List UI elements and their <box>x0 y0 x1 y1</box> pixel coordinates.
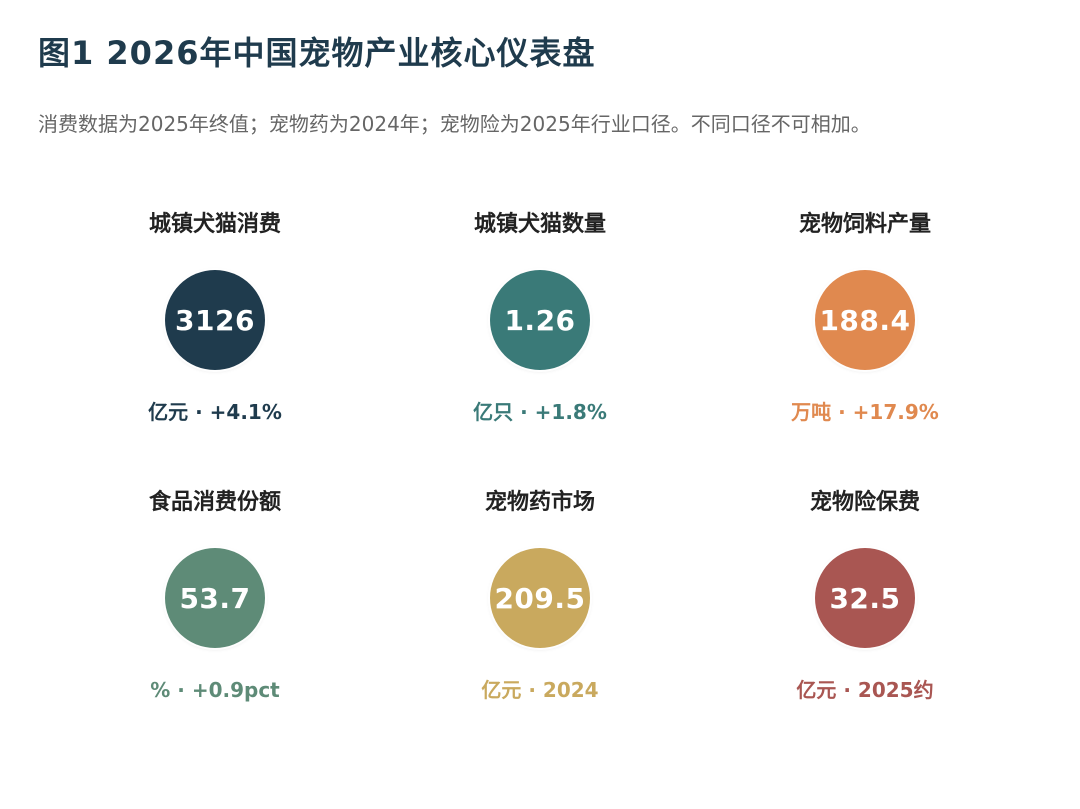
kpi-label: 宠物药市场 <box>484 490 595 515</box>
kpi-card-pet-insurance-premium: 宠物险保费 32.5 亿元 · 2025约 <box>715 488 1015 704</box>
kpi-card-pet-medicine-market: 宠物药市场 209.5 亿元 · 2024 <box>390 488 690 704</box>
kpi-circle: 1.26 <box>490 270 590 370</box>
kpi-circle: 32.5 <box>815 548 915 648</box>
chart-title: 图1 2026年中国宠物产业核心仪表盘 <box>38 34 596 72</box>
kpi-circle: 209.5 <box>490 548 590 648</box>
kpi-circle: 188.4 <box>815 270 915 370</box>
kpi-note: % · +0.9pct <box>150 678 280 702</box>
kpi-value: 3126 <box>175 303 255 337</box>
kpi-value: 53.7 <box>179 581 251 615</box>
kpi-note: 亿元 · 2024 <box>481 678 599 702</box>
kpi-label: 食品消费份额 <box>148 490 281 515</box>
kpi-card-urban-pet-consumption: 城镇犬猫消费 3126 亿元 · +4.1% <box>65 210 365 426</box>
chart-subtitle: 消费数据为2025年终值；宠物药为2024年；宠物险为2025年行业口径。不同口… <box>38 112 871 136</box>
kpi-value: 209.5 <box>494 581 586 615</box>
kpi-note: 万吨 · +17.9% <box>791 400 939 424</box>
kpi-label: 城镇犬猫消费 <box>148 212 281 237</box>
kpi-card-food-share: 食品消费份额 53.7 % · +0.9pct <box>65 488 365 704</box>
kpi-value: 32.5 <box>829 581 901 615</box>
kpi-note: 亿元 · 2025约 <box>796 678 934 702</box>
kpi-label: 宠物饲料产量 <box>798 212 931 237</box>
kpi-note: 亿元 · +4.1% <box>148 400 282 424</box>
kpi-label: 城镇犬猫数量 <box>473 212 606 237</box>
kpi-value: 1.26 <box>504 303 576 337</box>
kpi-value: 188.4 <box>819 303 911 337</box>
kpi-note: 亿只 · +1.8% <box>473 400 607 424</box>
kpi-card-pet-feed-output: 宠物饲料产量 188.4 万吨 · +17.9% <box>715 210 1015 426</box>
kpi-label: 宠物险保费 <box>809 490 920 515</box>
kpi-circle: 53.7 <box>165 548 265 648</box>
kpi-circle: 3126 <box>165 270 265 370</box>
kpi-card-urban-pet-count: 城镇犬猫数量 1.26 亿只 · +1.8% <box>390 210 690 426</box>
